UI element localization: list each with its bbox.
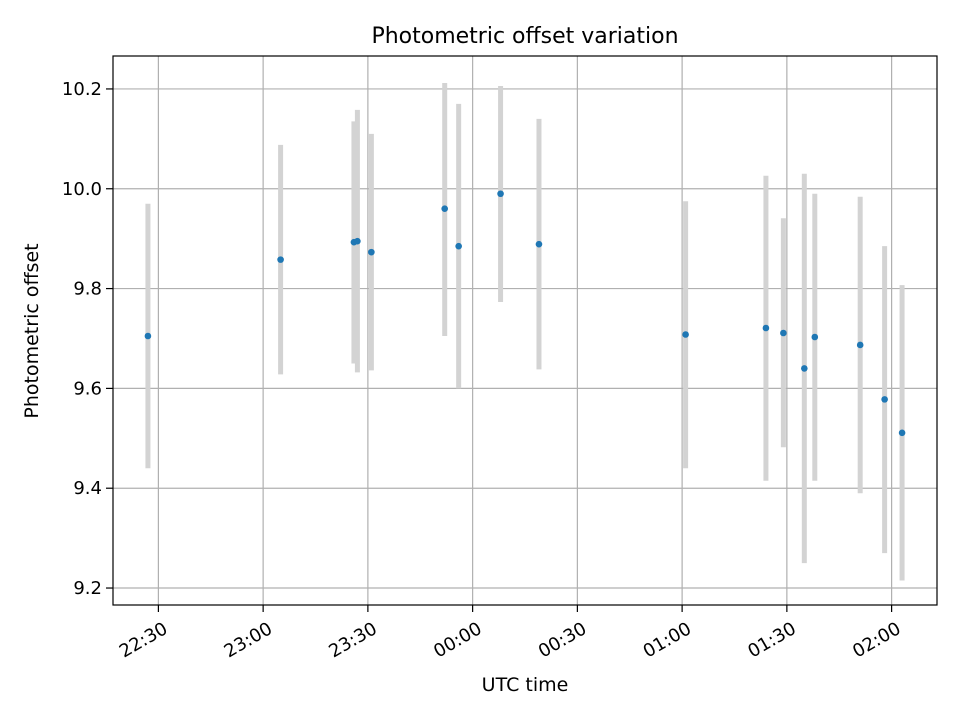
chart-title: Photometric offset variation <box>371 24 678 49</box>
y-tick-label: 9.2 <box>73 578 102 599</box>
y-tick-label: 9.6 <box>73 378 102 399</box>
data-point <box>881 396 888 403</box>
y-tick-label: 9.4 <box>73 478 102 499</box>
y-tick-label: 10.0 <box>62 179 102 200</box>
data-point <box>811 333 819 341</box>
data-point <box>455 242 462 250</box>
data-point <box>441 205 448 213</box>
x-axis-title: UTC time <box>482 674 569 696</box>
y-axis-title: Photometric offset <box>21 243 43 418</box>
data-point <box>497 190 504 198</box>
data-point <box>780 329 787 337</box>
data-point <box>856 341 864 349</box>
point-layer <box>144 190 906 437</box>
data-point <box>801 365 808 372</box>
data-point <box>762 324 770 332</box>
plot-frame <box>112 55 938 606</box>
grid-layer <box>113 56 937 605</box>
data-point <box>354 237 361 245</box>
data-point <box>277 256 284 263</box>
data-point <box>898 429 906 437</box>
data-point <box>535 240 543 248</box>
data-point <box>682 331 689 338</box>
y-tick-label: 10.2 <box>62 79 102 100</box>
y-tick-label: 9.8 <box>73 279 102 300</box>
data-point <box>368 248 375 256</box>
y-axis-ticks: 9.2 9.4 9.6 9.8 10.0 10.2 <box>62 79 113 599</box>
data-point <box>144 332 152 340</box>
